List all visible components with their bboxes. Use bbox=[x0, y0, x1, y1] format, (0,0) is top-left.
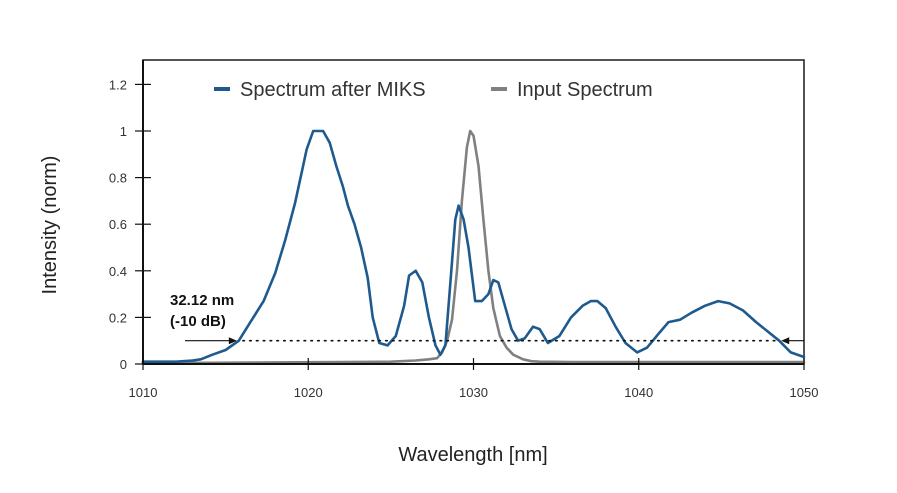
y-tick-label: 0 bbox=[120, 357, 127, 372]
bandwidth-annotation-line1: 32.12 nm bbox=[170, 292, 234, 309]
plot-frame bbox=[142, 59, 805, 365]
annotation-layer: 32.12 nm (-10 dB) bbox=[170, 292, 804, 345]
x-tick-label: 1020 bbox=[294, 385, 323, 400]
bandwidth-annotation-line2: (-10 dB) bbox=[170, 313, 226, 330]
legend-swatch-miks bbox=[214, 87, 230, 91]
legend: Spectrum after MIKS Input Spectrum bbox=[214, 79, 653, 101]
y-tick-label: 0.4 bbox=[109, 264, 127, 279]
y-tick-label: 0.6 bbox=[109, 217, 127, 232]
x-tick-label: 1050 bbox=[790, 385, 819, 400]
series-layer bbox=[141, 129, 806, 365]
y-tick-label: 1 bbox=[120, 124, 127, 139]
series-line-spectrum-after-miks bbox=[141, 129, 806, 363]
x-tick-label: 1040 bbox=[624, 385, 653, 400]
plot-area bbox=[142, 59, 805, 365]
y-tick-label: 0.2 bbox=[109, 310, 127, 325]
right-arrow-head-icon bbox=[781, 337, 790, 345]
legend-swatch-input bbox=[491, 87, 507, 91]
axes-layer: 1010 1020 1030 1040 1050 0 0.2 0.4 0.6 0.8 1 1.2 bbox=[109, 60, 819, 400]
x-tick-label: 1030 bbox=[459, 385, 488, 400]
y-tick-label: 0.8 bbox=[109, 171, 127, 186]
series-line-input-spectrum bbox=[141, 129, 806, 365]
x-axis-title: Wavelength [nm] bbox=[398, 444, 547, 466]
x-tick-label: 1010 bbox=[129, 385, 158, 400]
legend-label-input: Input Spectrum bbox=[517, 79, 653, 101]
legend-label-miks: Spectrum after MIKS bbox=[240, 79, 426, 101]
y-axis-title: Intensity (norm) bbox=[39, 156, 61, 295]
y-tick-label: 1.2 bbox=[109, 77, 127, 92]
left-arrow-head-icon bbox=[228, 337, 237, 345]
